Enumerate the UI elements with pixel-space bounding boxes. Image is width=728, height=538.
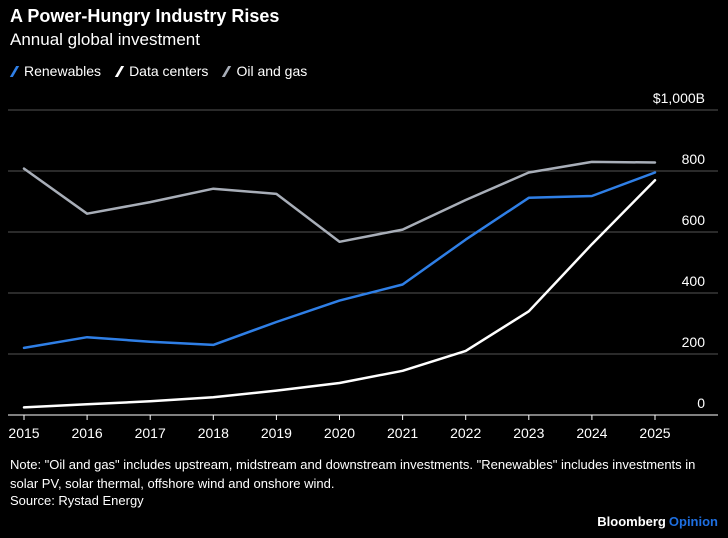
chart-title: A Power-Hungry Industry Rises — [10, 6, 280, 26]
legend-swatch-data-centers — [114, 65, 125, 77]
chart-legend: Renewables Data centers Oil and gas — [9, 63, 321, 79]
legend-item-renewables: Renewables — [9, 63, 102, 79]
y-tick-label-400: 400 — [682, 273, 706, 289]
y-tick-label-1000: $1,000B — [653, 90, 705, 106]
x-tick-label-2015: 2015 — [8, 425, 39, 441]
x-tick-label-2025: 2025 — [639, 425, 670, 441]
series-line-oil-and-gas — [22, 160, 657, 244]
brand-name: Bloomberg — [597, 514, 666, 529]
series-line-renewables — [22, 171, 657, 350]
legend-label-renewables: Renewables — [24, 63, 102, 79]
series-line-data-centers — [22, 178, 657, 409]
legend-item-oil-and-gas: Oil and gas — [222, 63, 307, 79]
y-tick-label-0: 0 — [697, 395, 705, 411]
chart-subtitle: Annual global investment — [10, 30, 200, 49]
chart-note: Note: "Oil and gas" includes upstream, m… — [10, 457, 696, 491]
x-tick-label-2019: 2019 — [261, 425, 292, 441]
y-tick-label-600: 600 — [682, 212, 706, 228]
x-tick-label-2022: 2022 — [450, 425, 481, 441]
x-tick-label-2016: 2016 — [72, 425, 103, 441]
legend-label-data-centers: Data centers — [129, 63, 209, 79]
x-tick-label-2018: 2018 — [198, 425, 229, 441]
x-tick-label-2024: 2024 — [576, 425, 607, 441]
x-tick-label-2023: 2023 — [513, 425, 544, 441]
x-tick-label-2017: 2017 — [135, 425, 166, 441]
brand-logo: Bloomberg Opinion — [597, 514, 718, 529]
y-tick-label-200: 200 — [682, 334, 706, 350]
legend-swatch-renewables — [9, 65, 20, 77]
brand-sub: Opinion — [668, 514, 718, 529]
chart-source: Source: Rystad Energy — [10, 493, 144, 508]
x-tick-label-2020: 2020 — [324, 425, 355, 441]
legend-label-oil-and-gas: Oil and gas — [236, 63, 308, 79]
line-chart: 0 200 400 600 800 $1,000B 2015 2016 2017 2018 2019… — [8, 90, 718, 441]
y-tick-label-800: 800 — [682, 151, 706, 167]
x-tick-label-2021: 2021 — [387, 425, 418, 441]
legend-swatch-oil-and-gas — [222, 65, 232, 77]
legend-item-data-centers: Data centers — [114, 63, 209, 79]
